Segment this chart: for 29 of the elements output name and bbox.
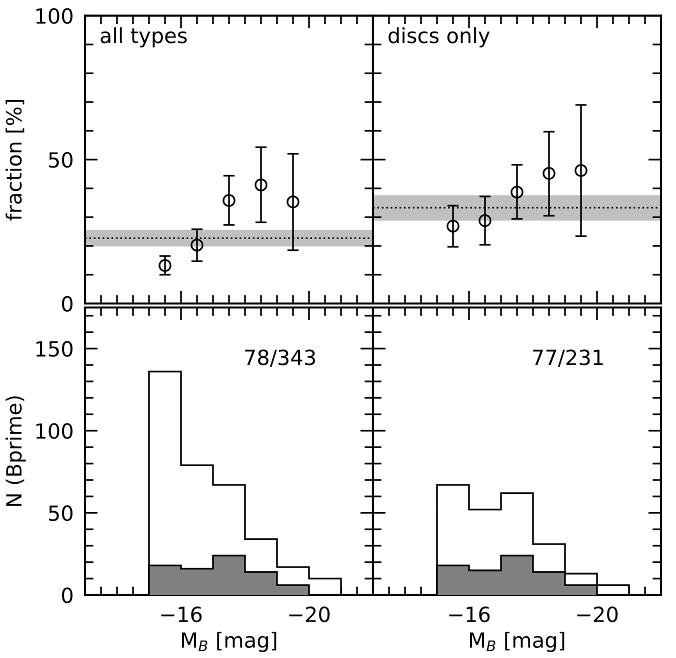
y-tick-label: 100 <box>36 8 73 24</box>
point <box>254 178 268 192</box>
y-tick-label: 50 <box>48 505 73 522</box>
annotation: discs only <box>388 27 490 48</box>
annotation: all types <box>100 27 187 48</box>
y-axis-title: N (Bprime) <box>6 396 26 506</box>
y-tick-label: 0 <box>62 587 73 604</box>
x-tick-label: −20 <box>289 606 330 622</box>
annotation: 78/343 <box>245 350 316 367</box>
x-axis-title: M$_{B}$ [mag] <box>182 632 276 652</box>
point <box>510 186 524 199</box>
point <box>222 194 236 207</box>
x-axis-title: M$_{B}$ [mag] <box>470 632 564 652</box>
point <box>190 238 204 252</box>
point <box>478 214 492 228</box>
y-axis-title: fraction [%] <box>6 100 24 220</box>
point <box>158 259 172 272</box>
x-tick-label: −16 <box>449 606 490 622</box>
y-tick-label: 0 <box>62 296 73 312</box>
y-tick-label: 100 <box>36 423 73 439</box>
point <box>446 220 460 232</box>
point <box>286 196 300 208</box>
x-tick-label: −20 <box>577 606 618 622</box>
y-tick-label: 150 <box>36 341 73 357</box>
y-tick-label: 50 <box>48 152 73 168</box>
point <box>574 164 588 177</box>
point <box>542 167 556 180</box>
x-tick-label: −16 <box>161 606 202 622</box>
annotation: 77/231 <box>533 350 603 367</box>
